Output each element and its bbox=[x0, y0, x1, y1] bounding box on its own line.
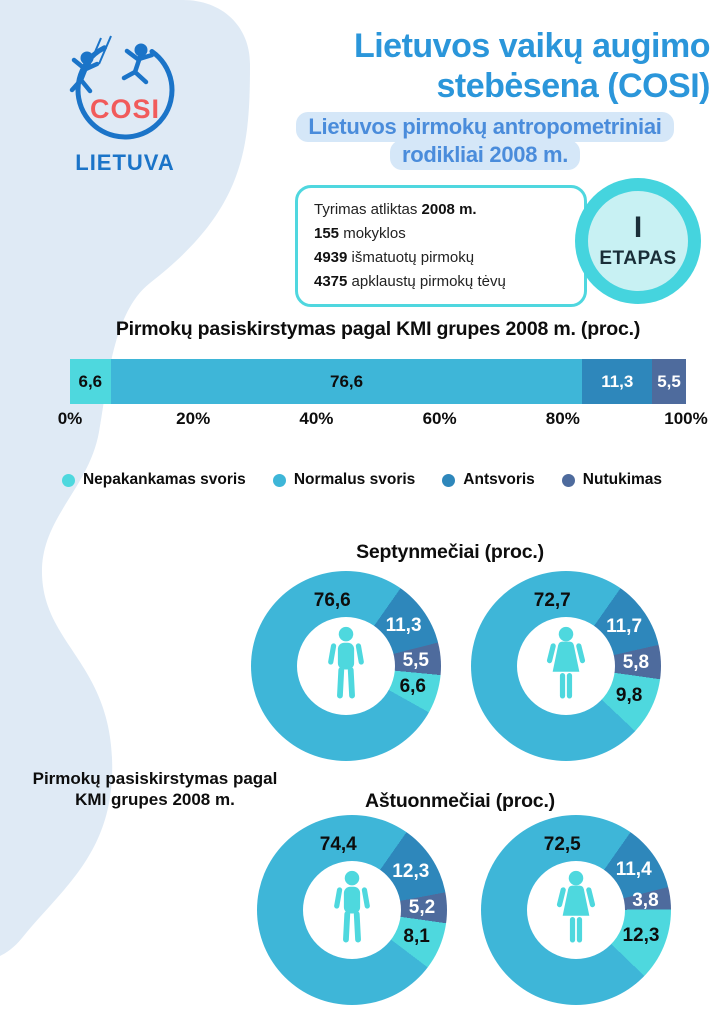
donut-value-label: 12,3 bbox=[622, 925, 660, 947]
donut-value-label: 5,8 bbox=[622, 652, 650, 674]
study-facts-box: Tyrimas atliktas 2008 m. 155 mokyklos 4939… bbox=[295, 185, 587, 307]
x-axis-tick: 40% bbox=[299, 409, 334, 428]
page-title: Lietuvos vaikų augimo stebėsena (COSI) bbox=[270, 26, 711, 106]
stage-label: ETAPAS bbox=[599, 247, 677, 269]
left-note-line1: Pirmokų pasiskirstymas pagal bbox=[32, 769, 278, 788]
legend-item: Normalus svoris bbox=[272, 471, 416, 489]
study-fact-line: 4939 išmatuotų pirmokų bbox=[314, 249, 475, 266]
study-fact-line: Tyrimas atliktas 2008 m. bbox=[314, 201, 477, 218]
donut-hole bbox=[517, 617, 615, 715]
donut-chart-seven-boys: 6,6 76,6 11,3 5,5 bbox=[251, 571, 441, 761]
boy-person-icon bbox=[334, 870, 370, 943]
donut-value-label: 11,4 bbox=[615, 859, 652, 881]
study-fact-line: 155 mokyklos bbox=[314, 225, 406, 242]
donut-value-label: 9,8 bbox=[615, 685, 643, 707]
left-note-line2: KMI grupes 2008 m. bbox=[75, 790, 235, 810]
page-title-line2: stebėsena (COSI) bbox=[436, 67, 710, 106]
eight-year-olds-title: Aštuonmečiai (proc.) bbox=[365, 790, 555, 812]
legend-dot-icon bbox=[61, 473, 75, 487]
jumping-boy-icon bbox=[121, 43, 155, 85]
legend-item: Nutukimas bbox=[561, 471, 663, 489]
page-subtitle-line2: rodikliai 2008 m. bbox=[389, 140, 581, 171]
legend-item: Antsvoris bbox=[442, 471, 535, 489]
legend-label: Normalus svoris bbox=[293, 471, 416, 488]
legend-dot-icon bbox=[442, 473, 456, 487]
page-subtitle-line1: Lietuvos pirmokų antropometriniai bbox=[296, 112, 674, 143]
donut-value-label: 74,4 bbox=[319, 834, 357, 856]
bar-segment: 11,3 bbox=[582, 359, 653, 404]
donut-hole bbox=[303, 861, 401, 959]
bar-segment: 5,5 bbox=[652, 359, 686, 404]
kmi-stacked-bar: 6,6 76,6 11,3 5,5 bbox=[70, 359, 686, 404]
donut-value-label: 5,5 bbox=[402, 649, 429, 671]
donut-value-label: 11,7 bbox=[606, 615, 643, 637]
x-axis-tick: 80% bbox=[545, 409, 580, 428]
donut-value-label: 11,3 bbox=[385, 615, 422, 637]
page-title-line1: Lietuvos vaikų augimo bbox=[353, 27, 711, 65]
kmi-legend: Nepakankamas svoris Normalus svoris Antsvo… bbox=[0, 471, 724, 489]
donut-value-label: 8,1 bbox=[403, 925, 430, 947]
stage-numeral: I bbox=[633, 210, 643, 244]
donut-value-label: 12,3 bbox=[392, 861, 430, 883]
legend-dot-icon bbox=[561, 473, 575, 487]
legend-label: Nutukimas bbox=[582, 471, 663, 488]
legend-label: Antsvoris bbox=[463, 471, 535, 488]
legend-label: Nepakankamas svoris bbox=[82, 471, 246, 488]
donut-value-label: 72,7 bbox=[533, 590, 571, 612]
x-axis-tick: 100% bbox=[664, 409, 708, 428]
donut-value-label: 5,2 bbox=[408, 897, 436, 919]
legend-dot-icon bbox=[272, 473, 286, 487]
boy-person-icon bbox=[328, 626, 364, 699]
bar-segment: 76,6 bbox=[110, 359, 583, 404]
page-subtitle: Lietuvos pirmokų antropometriniai rodikl… bbox=[255, 112, 715, 171]
logo-country-label: LIETUVA bbox=[75, 150, 175, 175]
legend-item: Nepakankamas svoris bbox=[61, 471, 246, 489]
study-fact-line: 4375 apklaustų pirmokų tėvų bbox=[314, 273, 506, 290]
bar-chart-title: Pirmokų pasiskirstymas pagal KMI grupes … bbox=[115, 318, 641, 340]
donut-hole bbox=[297, 617, 395, 715]
left-section-note: Pirmokų pasiskirstymas pagal KMI grupes 2… bbox=[15, 768, 295, 811]
donut-chart-eight-girls: 12,3 72,5 11,4 3,8 bbox=[481, 815, 671, 1005]
x-axis-tick: 0% bbox=[57, 409, 83, 428]
donut-hole bbox=[527, 861, 625, 959]
donut-value-label: 76,6 bbox=[313, 590, 351, 612]
donut-value-label: 72,5 bbox=[543, 834, 581, 856]
donut-chart-seven-girls: 9,8 72,7 11,7 5,8 bbox=[471, 571, 661, 761]
donut-value-label: 6,6 bbox=[399, 675, 427, 697]
bar-segment: 6,6 bbox=[70, 359, 111, 404]
girl-person-icon bbox=[546, 626, 586, 699]
x-axis-tick: 60% bbox=[422, 409, 457, 428]
bar-chart-x-axis: 0% 20% 40% 60% 80% 100% bbox=[58, 409, 708, 431]
donut-chart-eight-boys: 8,1 74,4 12,3 5,2 bbox=[257, 815, 447, 1005]
girl-person-icon bbox=[556, 870, 596, 943]
cosi-logo-text: COSI bbox=[89, 94, 160, 124]
cosi-logo-icon bbox=[69, 35, 175, 140]
stage-badge-inner: I ETAPAS bbox=[588, 191, 688, 291]
seven-year-olds-title: Septynmečiai (proc.) bbox=[356, 541, 544, 563]
stage-badge: I ETAPAS bbox=[575, 178, 701, 304]
x-axis-tick: 20% bbox=[176, 409, 211, 428]
donut-value-label: 3,8 bbox=[632, 890, 659, 912]
swinging-girl-icon bbox=[69, 51, 100, 94]
cosi-logo-art: COSI bbox=[35, 28, 215, 146]
cosi-logo: COSI LIETUVA bbox=[35, 28, 215, 176]
